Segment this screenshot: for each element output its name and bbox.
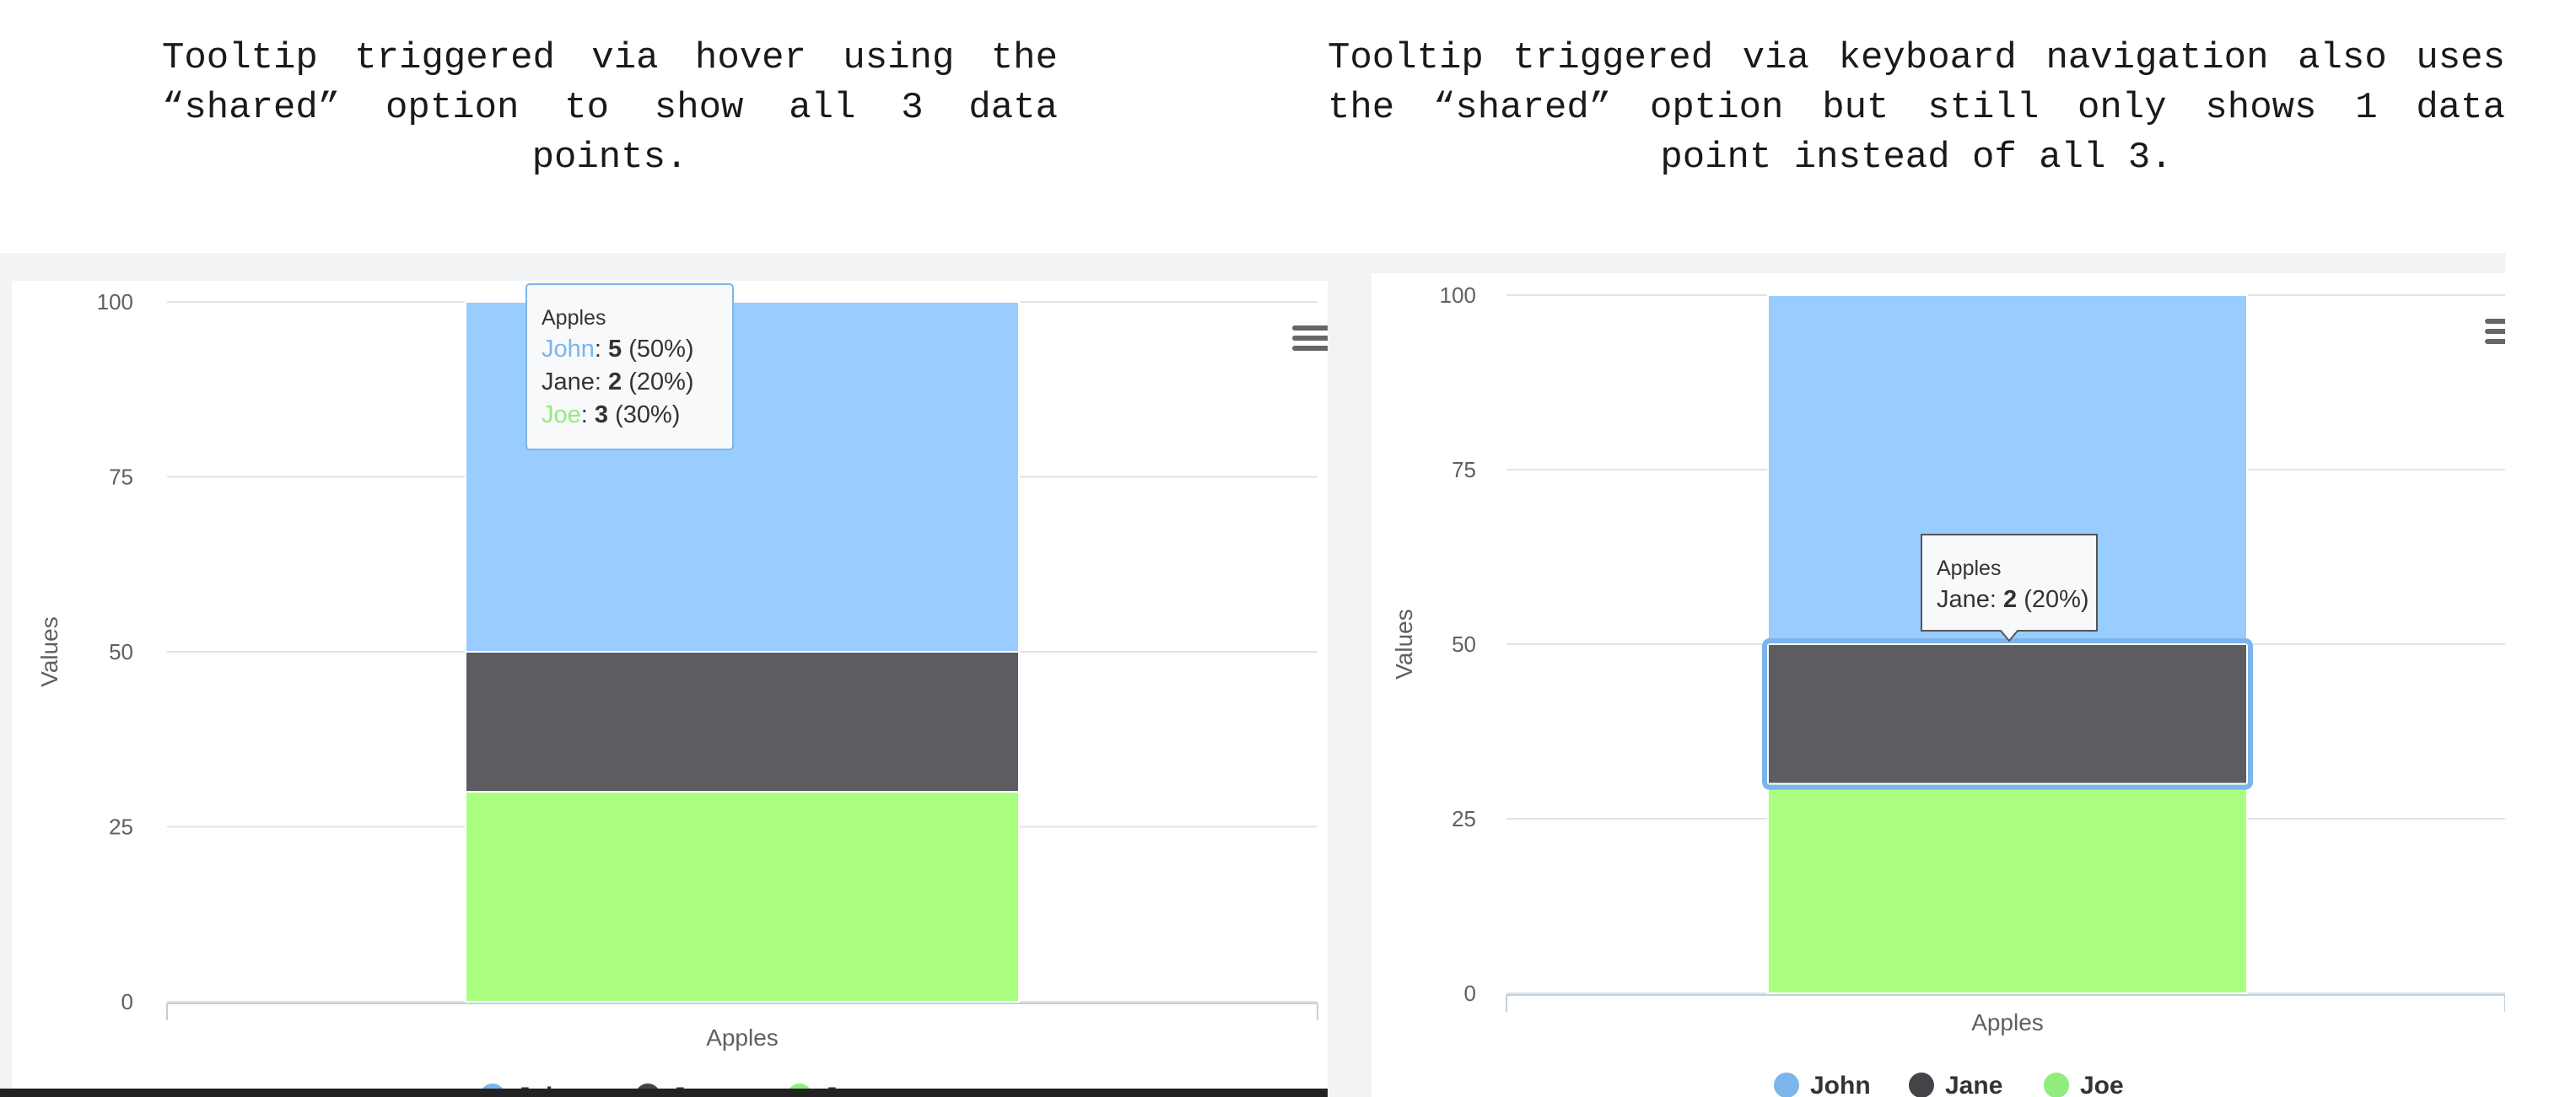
caption-left: Tooltip triggered via hover using the “s…	[162, 37, 1058, 179]
chart-right: 0 25 50 75 100 Values Apples John Jane Joe Apples J…	[1372, 273, 2505, 1097]
legend-label-joe: Joe	[2080, 1072, 2124, 1097]
tooltip-series-name: Jane	[1937, 586, 1990, 613]
tooltip-row-jane: Jane: 2 (20%)	[1937, 586, 2089, 613]
y-tick-label: 0	[1464, 981, 1476, 1006]
y-tick-label: 50	[1452, 632, 1476, 657]
tooltip-series-name: Jane	[542, 368, 595, 395]
tooltip-box	[1921, 534, 2098, 643]
y-tick-label: 100	[97, 289, 133, 315]
tooltip-colon: :	[581, 401, 595, 428]
tooltip-box	[525, 283, 734, 450]
y-tick-label: 50	[109, 639, 133, 664]
bar-joe	[1767, 782, 2248, 994]
legend-marker-jane	[1909, 1073, 1934, 1097]
legend-label-jane: Jane	[1945, 1072, 2002, 1097]
tooltip-percent: (50%)	[622, 336, 693, 363]
x-category-label: Apples	[706, 1024, 779, 1051]
y-axis-title: Values	[36, 616, 62, 687]
tooltip: Apples John: 5 (50%) Jane: 2 (20%) Joe: 3 (…	[525, 283, 734, 450]
y-tick-label: 0	[121, 989, 133, 1014]
tooltip-value: 3	[595, 401, 608, 428]
bar-jane	[1767, 643, 2248, 785]
tooltip-colon: :	[595, 336, 608, 363]
focus-outline	[1762, 638, 2253, 790]
bar-joe	[465, 791, 1020, 1003]
chart-left: 0255075100ValuesApplesJohnJaneJoeApplesJ…	[12, 281, 1328, 1097]
y-tick-label: 75	[109, 465, 133, 490]
tooltip: Apples Jane: 2 (20%)	[1921, 534, 2098, 643]
tooltip-value: 2	[2003, 586, 2017, 613]
hamburger-menu-icon-line	[1292, 325, 1328, 331]
bottom-border	[0, 1089, 1328, 1097]
y-tick-label: 75	[1452, 457, 1476, 482]
tooltip-title: Apples	[1937, 557, 2001, 580]
tooltip-colon: :	[1990, 586, 2003, 613]
y-axis-title: Values	[1391, 609, 1417, 680]
legend-marker-john	[1774, 1073, 1799, 1097]
tooltip-row-joe: Joe: 3 (30%)	[542, 401, 680, 428]
tooltip-series-name: John	[542, 336, 595, 363]
y-tick-label: 100	[1440, 282, 1476, 308]
legend-marker-joe	[2044, 1073, 2069, 1097]
tooltip-percent: (30%)	[608, 401, 680, 428]
hamburger-menu-icon-line	[1292, 346, 1328, 351]
hamburger-menu-icon-line	[1292, 336, 1328, 341]
tooltip-value: 2	[608, 368, 622, 395]
tooltip-row-jane: Jane: 2 (20%)	[542, 368, 694, 395]
tooltip-value: 5	[608, 336, 622, 363]
tooltip-colon: :	[595, 368, 608, 395]
y-tick-label: 25	[109, 815, 133, 840]
y-tick-label: 25	[1452, 806, 1476, 831]
tooltip-series-name: Joe	[542, 401, 581, 428]
tooltip-percent: (20%)	[2017, 586, 2088, 613]
tooltip-row-john: John: 5 (50%)	[542, 336, 694, 363]
x-category-label: Apples	[1971, 1009, 2044, 1035]
tooltip-percent: (20%)	[622, 368, 693, 395]
hamburger-menu-icon-line	[2485, 319, 2505, 324]
bar-jane	[465, 651, 1020, 793]
hamburger-menu-icon-line	[2485, 329, 2505, 334]
hamburger-menu-icon-line	[2485, 339, 2505, 344]
tooltip-title: Apples	[542, 306, 606, 330]
legend-label-john: John	[1810, 1072, 1871, 1097]
caption-right: Tooltip triggered via keyboard navigatio…	[1328, 37, 2505, 179]
